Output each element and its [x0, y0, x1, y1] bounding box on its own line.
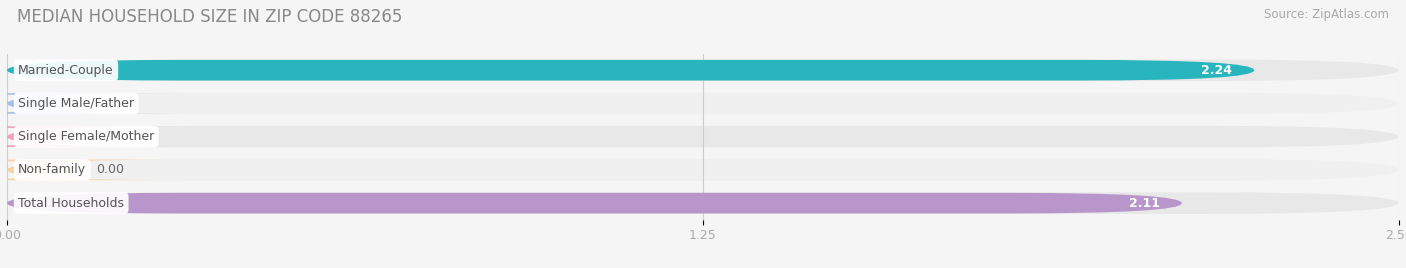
- Text: 2.11: 2.11: [1129, 197, 1160, 210]
- FancyBboxPatch shape: [7, 193, 1182, 213]
- Text: Non-family: Non-family: [18, 163, 86, 176]
- FancyBboxPatch shape: [7, 93, 1399, 114]
- FancyBboxPatch shape: [0, 126, 180, 147]
- FancyBboxPatch shape: [7, 60, 1254, 80]
- Text: Married-Couple: Married-Couple: [18, 64, 114, 77]
- FancyBboxPatch shape: [7, 192, 1399, 214]
- Text: MEDIAN HOUSEHOLD SIZE IN ZIP CODE 88265: MEDIAN HOUSEHOLD SIZE IN ZIP CODE 88265: [17, 8, 402, 26]
- Text: Source: ZipAtlas.com: Source: ZipAtlas.com: [1264, 8, 1389, 21]
- Text: 2.24: 2.24: [1201, 64, 1232, 77]
- Text: 0.00: 0.00: [96, 163, 124, 176]
- Text: Single Female/Mother: Single Female/Mother: [18, 130, 155, 143]
- Text: Total Households: Total Households: [18, 197, 124, 210]
- FancyBboxPatch shape: [7, 126, 1399, 147]
- Text: 0.00: 0.00: [96, 97, 124, 110]
- FancyBboxPatch shape: [0, 160, 180, 180]
- FancyBboxPatch shape: [7, 159, 1399, 181]
- FancyBboxPatch shape: [7, 59, 1399, 81]
- Text: Single Male/Father: Single Male/Father: [18, 97, 134, 110]
- FancyBboxPatch shape: [0, 93, 180, 114]
- Text: 0.00: 0.00: [96, 130, 124, 143]
